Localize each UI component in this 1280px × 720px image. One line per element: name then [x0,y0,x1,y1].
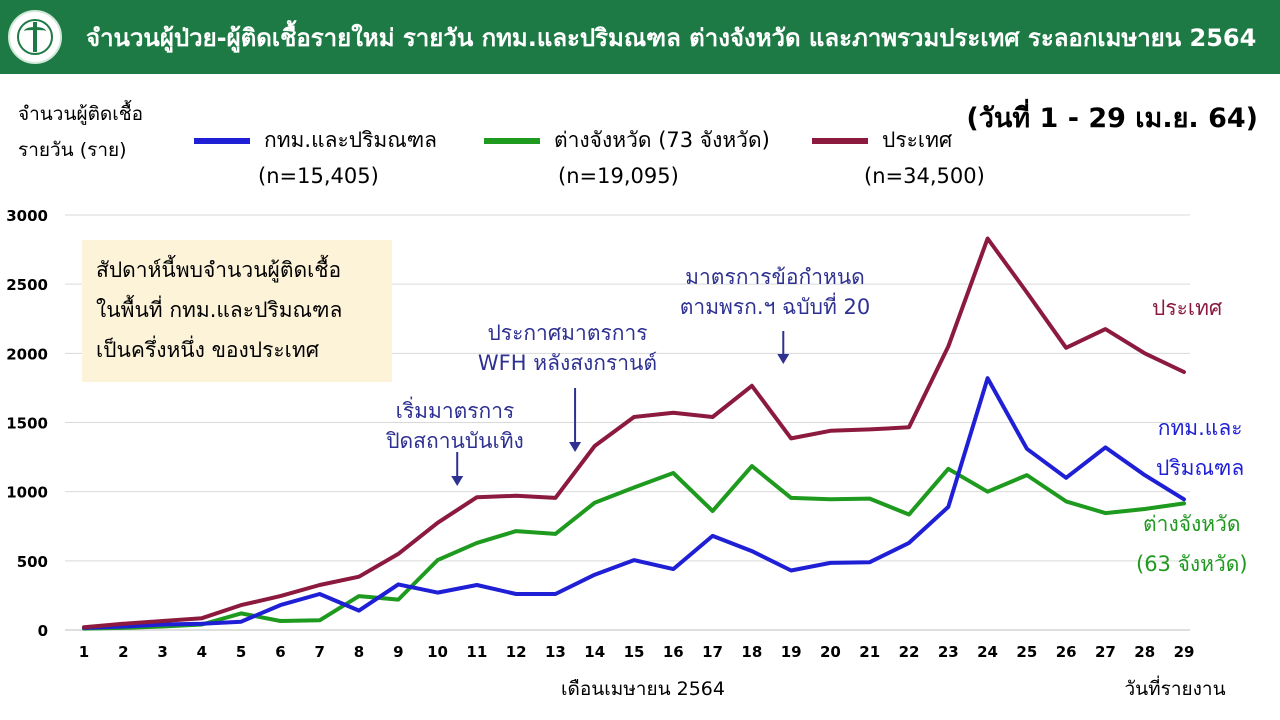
series-label-line: ต่างจังหวัด [1143,512,1241,536]
series-line-bkk [82,376,1186,630]
annotation-line: ประกาศมาตรการ [487,321,648,345]
y-tick-label: 500 [17,553,48,571]
x-tick-label: 22 [899,643,920,661]
annotation-wfh: ประกาศมาตรการ WFH หลังสงกรานต์ [455,318,680,378]
series-label-bkk: กทม.และ ปริมณฑล [1156,408,1244,488]
note-line: เป็นครึ่งหนึ่ง ของประเทศ [96,338,320,362]
legend-swatch-provinces [484,138,540,144]
y-tick-label: 2000 [6,345,48,363]
series-line-country [82,236,1186,630]
x-tick-label: 9 [393,643,403,661]
x-tick-label: 8 [354,643,364,661]
annotation-line: ตามพรก.ฯ ฉบับที่ 20 [679,295,871,319]
series-label-provinces: ต่างจังหวัด (63 จังหวัด) [1136,504,1248,584]
x-tick-label: 21 [859,643,880,661]
legend-label-country: ประเทศ [882,128,953,152]
x-tick-label: 2 [118,643,128,661]
x-tick-label: 11 [466,643,487,661]
legend-n-bkk: (n=15,405) [258,164,379,188]
annotation-line: มาตรการข้อกำหนด [685,265,865,289]
x-axis-label: เดือนเมษายน 2564 [561,678,725,700]
x-tick-label: 26 [1056,643,1077,661]
series-label-line: (63 จังหวัด) [1136,552,1248,576]
x-tick-label: 28 [1134,643,1155,661]
x-tick-label: 18 [741,643,762,661]
legend-swatch-bkk [194,138,250,144]
x-tick-label: 10 [427,643,448,661]
annotation-arrowhead [777,354,790,364]
y-tick-label: 0 [38,622,48,640]
series-label-country: ประเทศ [1152,296,1223,320]
x-tick-label: 13 [545,643,566,661]
header-bar: จำนวนผู้ป่วย-ผู้ติดเชื้อรายใหม่ รายวัน ก… [0,0,1280,74]
x-tick-labels: 1 2 3 4 5 6 7 8 9 10 11 12 13 14 15 16 17 18 19 20 21 22 23 24 2… [79,643,1195,661]
annotation-arrowhead [451,476,464,486]
note-line: ในพื้นที่ กทม.และปริมณฑล [96,298,343,322]
x-tick-label: 24 [977,643,998,661]
x-tick-label: 1 [79,643,89,661]
x-tick-label: 6 [275,643,285,661]
y-tick-label: 1000 [6,484,48,502]
x-tick-label: 17 [702,643,723,661]
note-line: สัปดาห์นี้พบจำนวนผู้ติดเชื้อ [96,258,342,282]
y-axis-label: จำนวนผู้ติดเชื้อ รายวัน (ราย) [18,96,168,168]
legend-label-provinces: ต่างจังหวัด (73 จังหวัด) [554,128,770,152]
date-range: (วันที่ 1 - 29 เม.ย. 64) [966,103,1258,134]
x-tick-label: 19 [781,643,802,661]
x-tick-label: 5 [236,643,246,661]
annotation-entertainment-closure: เริ่มมาตรการ ปิดสถานบันเทิง [350,396,560,456]
annotation-line: ปิดสถานบันเทิง [386,429,524,453]
x-tick-label: 15 [624,643,645,661]
annotation-arrowhead [569,442,582,452]
annotation-decree-20: มาตรการข้อกำหนด ตามพรก.ฯ ฉบับที่ 20 [655,262,895,322]
annotation-arrows [451,331,790,486]
legend-n-country: (n=34,500) [864,164,985,188]
y-tick-label: 3000 [6,207,48,225]
y-tick-label: 1500 [6,415,48,433]
legend-label-bkk: กทม.และปริมณฑล [264,128,437,152]
note-box: สัปดาห์นี้พบจำนวนผู้ติดเชื้อ ในพื้นที่ ก… [82,240,392,382]
x-tick-label: 3 [157,643,167,661]
page-title: จำนวนผู้ป่วย-ผู้ติดเชื้อรายใหม่ รายวัน ก… [86,24,1257,52]
series-label-line: กทม.และ [1157,416,1243,440]
legend-n-provinces: (n=19,095) [558,164,679,188]
series-label-line: ปริมณฑล [1156,456,1245,480]
y-tick-labels: 0 500 1000 1500 2000 2500 3000 [6,207,48,640]
x-tick-label: 4 [197,643,207,661]
legend-swatch-country [812,138,868,144]
series-line-provinces [82,464,1186,631]
x-tick-label: 16 [663,643,684,661]
x-tick-label: 14 [584,643,605,661]
x-tick-label: 29 [1174,643,1195,661]
series-lines [82,236,1186,631]
y-tick-label: 2500 [6,276,48,294]
y-axis-label-text: จำนวนผู้ติดเชื้อ รายวัน (ราย) [18,103,144,161]
x-axis-label-right: วันที่รายงาน [1124,675,1225,700]
x-tick-label: 20 [820,643,841,661]
x-tick-label: 27 [1095,643,1116,661]
x-tick-label: 7 [314,643,324,661]
annotation-line: เริ่มมาตรการ [395,399,515,423]
annotation-line: WFH หลังสงกรานต์ [477,351,658,375]
x-tick-label: 23 [938,643,959,661]
ministry-logo-icon [8,10,62,64]
x-tick-label: 12 [506,643,527,661]
x-tick-label: 25 [1016,643,1037,661]
